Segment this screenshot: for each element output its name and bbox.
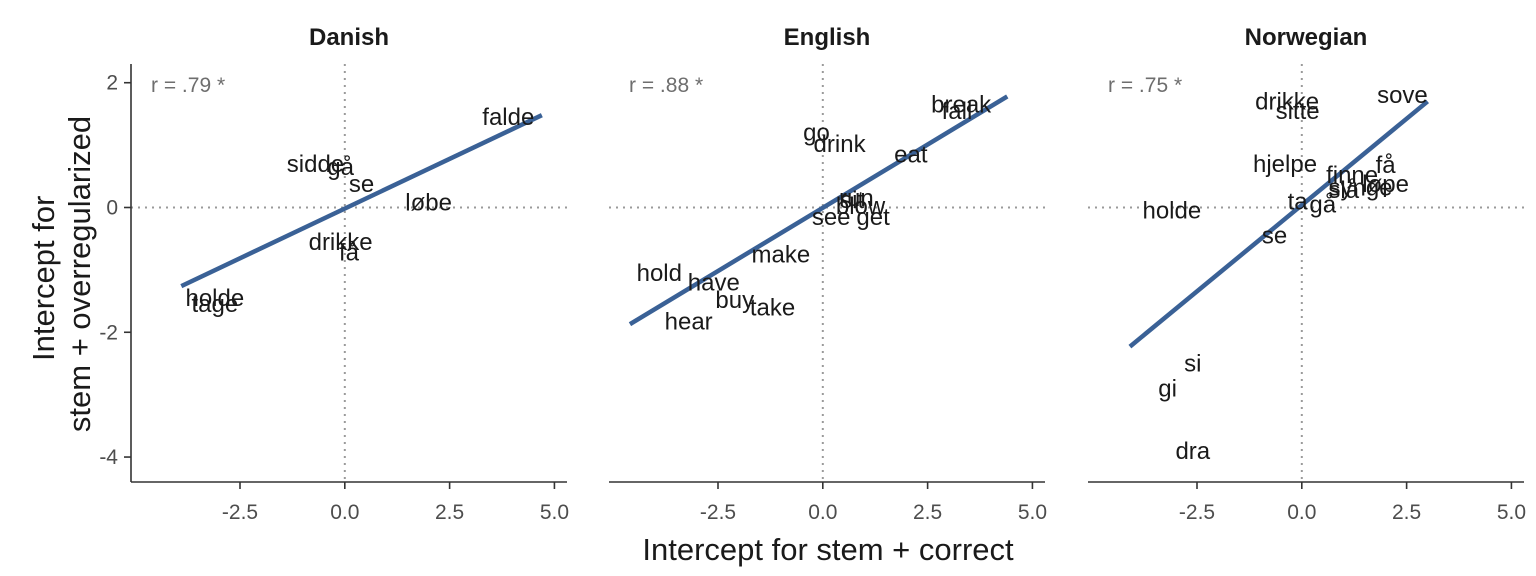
point-label: have xyxy=(688,269,740,296)
y-tick-label: 2 xyxy=(106,72,118,95)
correlation-annotation: r = .79 * xyxy=(151,74,225,97)
point-label: eat xyxy=(894,141,928,168)
point-label: buy xyxy=(715,287,754,314)
facet-panels: Danish -2.5 0.0 2.5 5.0 2 0 -2 -4 r = .79 * falde s… xyxy=(99,24,1526,524)
point-label: drikke xyxy=(309,229,373,256)
x-tick-label: 5.0 xyxy=(540,501,569,524)
point-label: tage xyxy=(191,291,238,318)
y-tick-label: -4 xyxy=(99,446,118,469)
panel-title: English xyxy=(784,24,871,51)
point-label: få xyxy=(1376,152,1397,179)
point-label: run xyxy=(839,185,874,212)
point-label: løpe xyxy=(1362,171,1409,198)
point-label: få xyxy=(339,239,360,266)
x-tick-label: 5.0 xyxy=(1018,501,1047,524)
point-label: holde xyxy=(1142,198,1201,225)
point-label: falde xyxy=(482,104,534,131)
x-axis-title: Intercept for stem + correct xyxy=(642,532,1014,567)
point-label: synge xyxy=(1328,175,1392,202)
point-label: sitte xyxy=(1276,98,1320,125)
regression-line xyxy=(180,113,543,289)
point-label: holde xyxy=(185,285,244,312)
x-tick-label: 0.0 xyxy=(808,501,837,524)
x-tick-label: 2.5 xyxy=(913,501,942,524)
x-tick-label: -2.5 xyxy=(1179,501,1215,524)
x-tick-label: 5.0 xyxy=(1497,501,1526,524)
x-tick-label: 0.0 xyxy=(1287,501,1316,524)
point-label: sove xyxy=(1377,82,1428,109)
point-label: ta xyxy=(1288,188,1309,215)
panel-danish: Danish -2.5 0.0 2.5 5.0 2 0 -2 -4 r = .79 * falde s… xyxy=(99,24,569,524)
point-label: drikke xyxy=(1255,88,1319,115)
point-label: blow xyxy=(836,193,886,220)
y-tick-label: -2 xyxy=(99,321,118,344)
point-label: see xyxy=(812,204,851,231)
regression-line xyxy=(1128,99,1430,349)
x-tick-label: 2.5 xyxy=(435,501,464,524)
point-label: sit xyxy=(840,187,864,214)
y-tick-label: 0 xyxy=(106,196,118,219)
point-label: get xyxy=(856,204,890,231)
point-label: hear xyxy=(665,309,713,336)
x-tick-label: 0.0 xyxy=(330,501,359,524)
point-label: løbe xyxy=(405,190,452,217)
point-label: hjelpe xyxy=(1253,151,1317,178)
y-axis-title-line-1: Intercept for xyxy=(26,196,61,361)
regression-line xyxy=(628,94,1009,327)
point-label: dra xyxy=(1175,438,1210,465)
panel-norwegian: Norwegian -2.5 0.0 2.5 5.0 r = .75 * sove drikk… xyxy=(1088,24,1526,524)
point-label: go xyxy=(803,120,830,147)
panel-title: Danish xyxy=(309,24,389,51)
point-label: se xyxy=(1262,223,1287,250)
point-label: sidde xyxy=(287,151,344,178)
correlation-annotation: r = .88 * xyxy=(629,74,703,97)
x-tick-label: 2.5 xyxy=(1392,501,1421,524)
point-label: hold xyxy=(637,260,682,287)
y-axis-title-line-2: stem + overregularized xyxy=(62,116,97,432)
point-label: slå xyxy=(1328,177,1359,204)
point-label: gå xyxy=(327,154,354,181)
point-label: drink xyxy=(814,131,867,158)
correlation-annotation: r = .75 * xyxy=(1108,74,1182,97)
point-label: break xyxy=(931,92,992,119)
point-label: fall xyxy=(942,98,973,125)
x-tick-label: -2.5 xyxy=(700,501,736,524)
point-label: take xyxy=(750,294,795,321)
point-label: gi xyxy=(1158,375,1177,402)
point-label: se xyxy=(349,171,374,198)
point-label: finne xyxy=(1326,162,1378,189)
point-label: si xyxy=(1184,350,1201,377)
x-tick-label: -2.5 xyxy=(222,501,258,524)
point-label: gå xyxy=(1309,191,1336,218)
point-label: make xyxy=(752,241,811,268)
y-axis-title: Intercept for stem + overregularized xyxy=(26,116,97,432)
panel-title: Norwegian xyxy=(1245,24,1368,51)
